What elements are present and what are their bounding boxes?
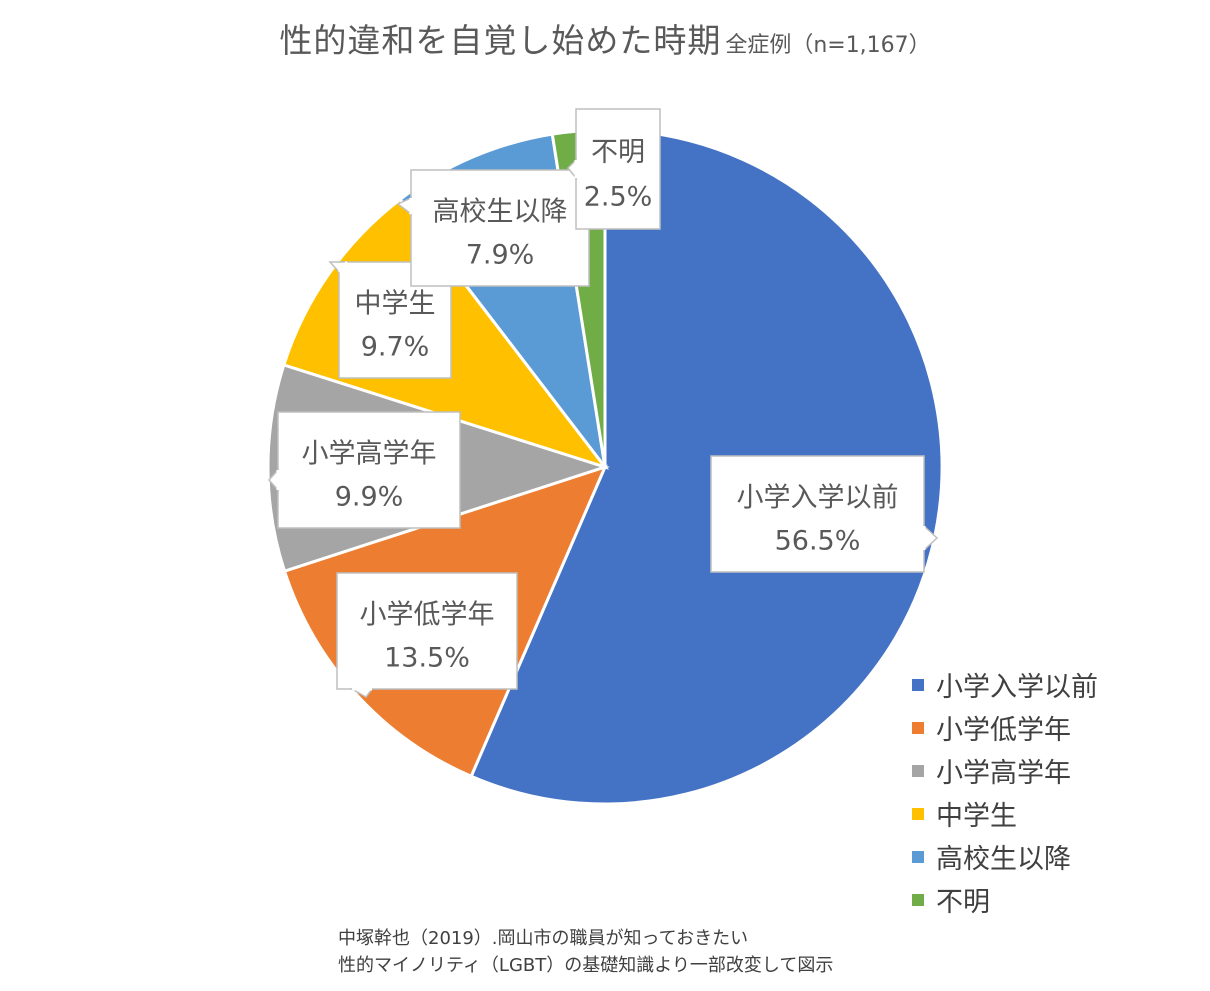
legend-item-2: 小学低学年 <box>912 706 1098 749</box>
legend-swatch <box>912 893 924 906</box>
data-label-value: 7.9% <box>466 239 535 270</box>
data-label-box <box>336 572 518 690</box>
legend-swatch <box>912 764 924 777</box>
legend: 小学入学以前 小学低学年小学高学年中学生高校生以降不明 <box>912 663 1098 921</box>
source-line-1: 中塚幹也（2019）.岡山市の職員が知っておきたい <box>338 928 749 949</box>
data-label-box <box>575 108 661 230</box>
legend-item-6: 不明 <box>912 878 1098 921</box>
legend-swatch <box>912 850 924 863</box>
data-label-2: 小学低学年 13.5% <box>336 572 518 698</box>
data-label-value: 56.5% <box>775 525 861 556</box>
data-label-category: 小学高学年 <box>302 438 437 469</box>
data-label-value: 2.5% <box>584 181 653 212</box>
legend-label: 高校生以降 <box>936 844 1071 875</box>
data-label-box <box>277 411 461 529</box>
legend-label: 中学生 <box>936 801 1017 832</box>
data-label-3: 小学高学年 9.9% <box>267 411 461 529</box>
legend-swatch <box>912 807 924 820</box>
data-label-category: 小学入学以前 <box>737 482 899 513</box>
legend-swatch <box>912 678 924 691</box>
data-label-1: 小学入学以前 56.5% <box>710 455 939 573</box>
data-label-box <box>410 169 590 287</box>
legend-label: 不明 <box>936 887 990 918</box>
data-label-value: 9.9% <box>335 481 404 512</box>
legend-label: 小学低学年 <box>936 715 1071 746</box>
chart-title-sub: 全症例（n=1,167） <box>725 33 931 58</box>
chart-title: 性的違和を自覚し始めた時期 全症例（n=1,167） <box>0 14 1210 62</box>
legend-label: 小学入学以前 <box>936 672 1098 703</box>
legend-item-5: 高校生以降 <box>912 835 1098 878</box>
source-line-2: 性的マイノリティ（LGBT）の基礎知識より一部改変して図示 <box>338 955 834 976</box>
legend-swatch <box>912 721 924 734</box>
data-label-category: 不明 <box>591 137 645 168</box>
source-note: 中塚幹也（2019）.岡山市の職員が知っておきたい 性的マイノリティ（LGBT）… <box>338 925 833 979</box>
data-label-5: 高校生以降 7.9% <box>396 169 590 287</box>
data-label-box <box>710 455 925 573</box>
data-label-pointer-joint <box>337 261 349 273</box>
data-label-value: 9.7% <box>361 331 430 362</box>
legend-label: 小学高学年 <box>936 758 1071 789</box>
legend-item-4: 中学生 <box>912 792 1098 835</box>
data-label-value: 13.5% <box>384 642 470 673</box>
data-label-6: 不明 2.5% <box>566 108 661 230</box>
chart-title-main: 性的違和を自覚し始めた時期 <box>279 21 722 60</box>
data-label-callouts: 小学入学以前 56.5% 小学低学年 13.5% 小学高学年 9.9% 中学生 9.7% 高校生… <box>267 108 939 698</box>
data-label-4: 中学生 9.7% <box>328 261 452 379</box>
legend-item-3: 小学高学年 <box>912 749 1098 792</box>
legend-item-1: 小学入学以前 <box>912 663 1098 706</box>
data-label-category: 高校生以降 <box>433 196 568 227</box>
data-label-category: 小学低学年 <box>360 599 495 630</box>
data-label-category: 中学生 <box>355 288 436 319</box>
